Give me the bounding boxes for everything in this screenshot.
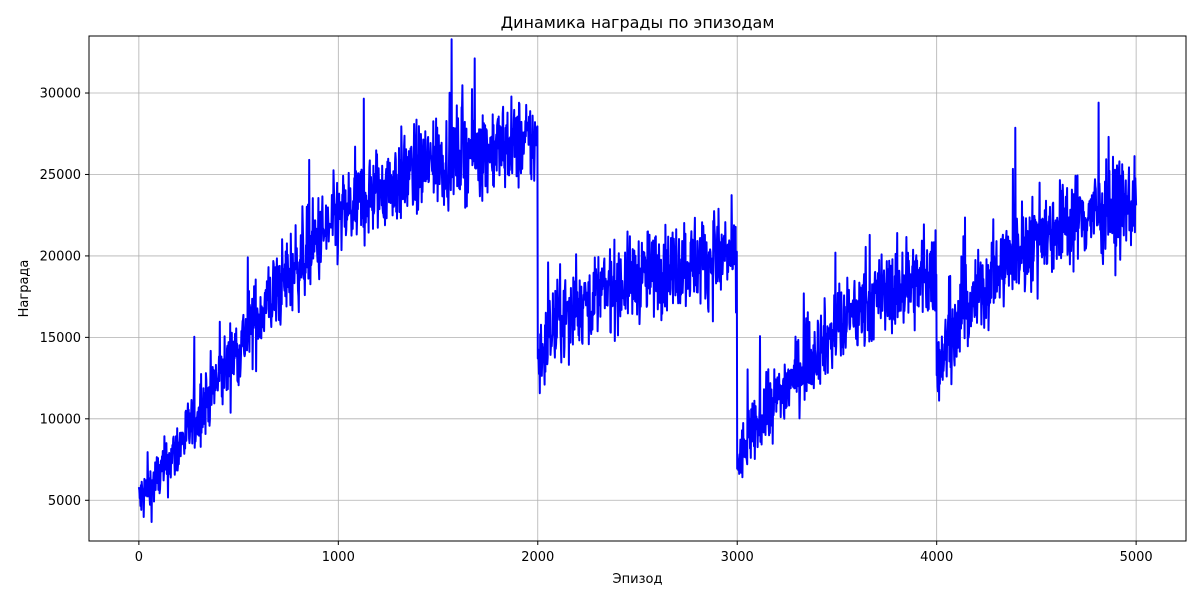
x-tick-label: 3000 bbox=[721, 550, 754, 565]
x-tick-label: 4000 bbox=[920, 550, 953, 565]
reward-series-line bbox=[137, 38, 1138, 523]
x-tick-label: 1000 bbox=[322, 550, 355, 565]
chart-title: Динамика награды по эпизодам bbox=[501, 13, 775, 32]
y-tick-label: 5000 bbox=[48, 494, 81, 509]
y-tick-label: 25000 bbox=[40, 168, 81, 183]
y-tick-label: 30000 bbox=[40, 87, 81, 102]
x-tick-label: 5000 bbox=[1120, 550, 1153, 565]
y-tick-label: 15000 bbox=[40, 331, 81, 346]
y-tick-label: 20000 bbox=[40, 249, 81, 264]
y-axis-label: Награда bbox=[17, 260, 32, 318]
x-axis-label: Эпизод bbox=[613, 572, 663, 587]
x-axis-ticks: 0 1000 2000 3000 4000 5000 bbox=[135, 541, 1153, 565]
x-tick-label: 0 bbox=[135, 550, 143, 565]
y-tick-label: 10000 bbox=[40, 412, 81, 427]
plot-frame bbox=[88, 35, 1187, 542]
y-axis-ticks: 5000 10000 15000 20000 25000 30000 bbox=[40, 87, 89, 509]
x-tick-label: 2000 bbox=[521, 550, 554, 565]
